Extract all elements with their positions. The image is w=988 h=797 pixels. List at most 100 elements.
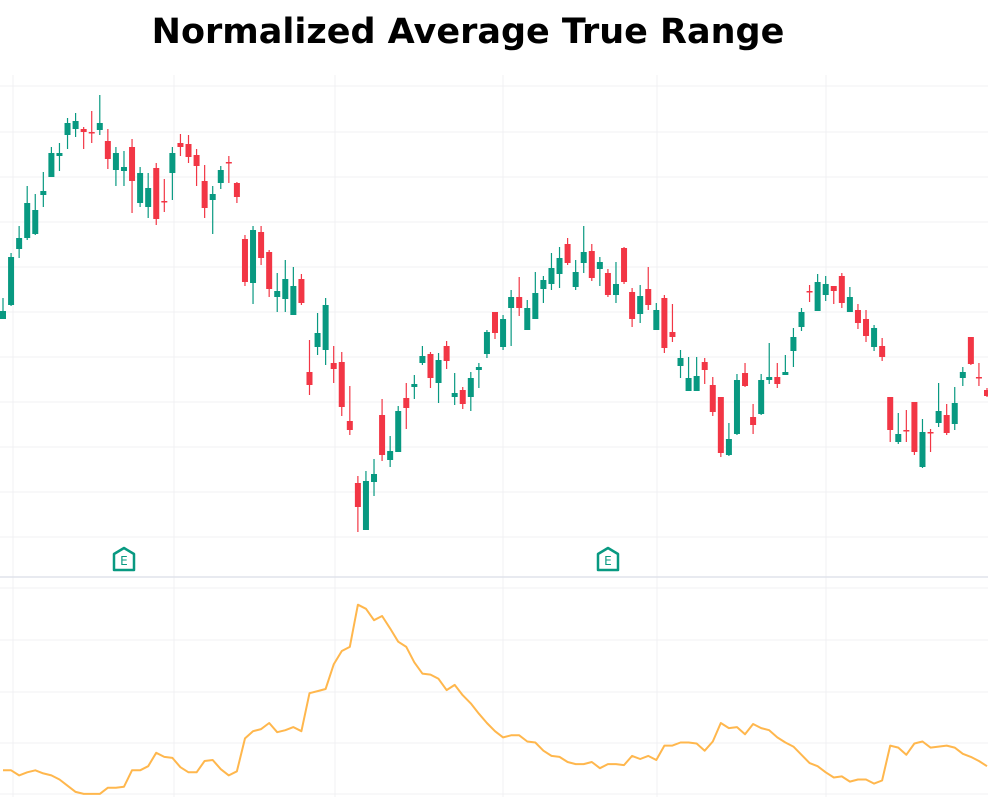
candle [266,250,273,297]
candle-body [88,132,95,134]
chart-title: Normalized Average True Range [151,12,785,52]
candle [274,273,281,312]
candle-body [64,123,71,135]
candle [427,352,434,388]
candle-body [653,310,660,330]
candle [887,397,894,442]
candle-body [798,312,805,327]
candle [725,423,732,456]
candle-body [153,168,160,219]
candle [298,274,305,305]
candle [838,273,845,308]
candle [669,304,676,342]
candle [371,459,378,496]
candle-body [814,282,821,311]
candle [967,337,974,365]
candle-body [322,305,329,350]
candle [64,118,71,149]
candle [137,167,144,207]
candle [790,328,797,367]
earnings-marker-label: E [120,554,128,568]
candle [653,303,660,330]
candle-body [161,201,168,203]
candle [48,147,55,177]
earnings-marker-label: E [604,554,612,568]
candle [742,363,749,387]
candle [572,260,579,290]
candle-body [306,372,313,385]
candle-body [774,377,781,384]
candle-body [919,432,926,467]
candle-body [298,279,305,303]
candle [120,151,127,186]
candle-body [282,279,289,299]
candle-body [145,188,152,207]
candle-body [951,403,958,424]
candle [8,253,15,306]
candle [16,226,23,258]
candle [814,274,821,311]
candle [32,194,39,235]
candle-body [838,276,845,303]
candle [338,352,345,416]
candle [40,172,47,207]
candle-body [467,378,474,397]
candle-body [427,354,434,378]
candle-body [709,385,716,412]
candle-body [701,362,708,370]
candle-body [266,252,273,289]
candle [209,186,216,234]
candle [532,272,539,319]
candle [895,413,902,444]
candle [798,308,805,331]
candle-body [72,121,79,129]
candle [483,330,490,358]
earnings-marker[interactable]: E [111,545,137,573]
candle [395,406,402,452]
candle [435,353,442,403]
candle-body [354,483,361,507]
candle [621,247,628,284]
candle [903,410,910,442]
candle [80,127,87,149]
candle-body [258,232,265,258]
candle [290,267,297,315]
candle-body [645,289,652,305]
candle-body [241,239,248,282]
candle [822,276,829,301]
candle [250,226,257,304]
candle [185,135,192,163]
candle-body [758,380,765,414]
candle-body [887,397,894,430]
candle-body [677,358,684,366]
candle-body [612,284,619,295]
candle-body [742,373,749,386]
candle [475,363,482,388]
candle-body [120,167,127,171]
candle-body [580,252,587,263]
candle-body [556,258,563,274]
candle [56,143,63,171]
candle-body [903,430,910,432]
candle-body [943,415,950,433]
candle [612,262,619,303]
candle [24,186,31,240]
candle [911,402,918,455]
candle-body [129,147,136,181]
candle-body [201,181,208,208]
candle [596,257,603,286]
earnings-marker[interactable]: E [595,545,621,573]
candle-body [806,291,813,293]
candle-body [290,286,297,315]
candle [927,429,934,452]
candle-body [871,328,878,347]
candle-body [104,141,111,159]
earnings-icon [596,546,620,572]
candle-body [314,333,321,347]
candle-body [935,411,942,423]
candle [72,113,79,137]
candle [854,304,861,329]
candle-body [629,292,636,319]
candle-body [588,251,595,278]
candle-body [911,402,918,452]
